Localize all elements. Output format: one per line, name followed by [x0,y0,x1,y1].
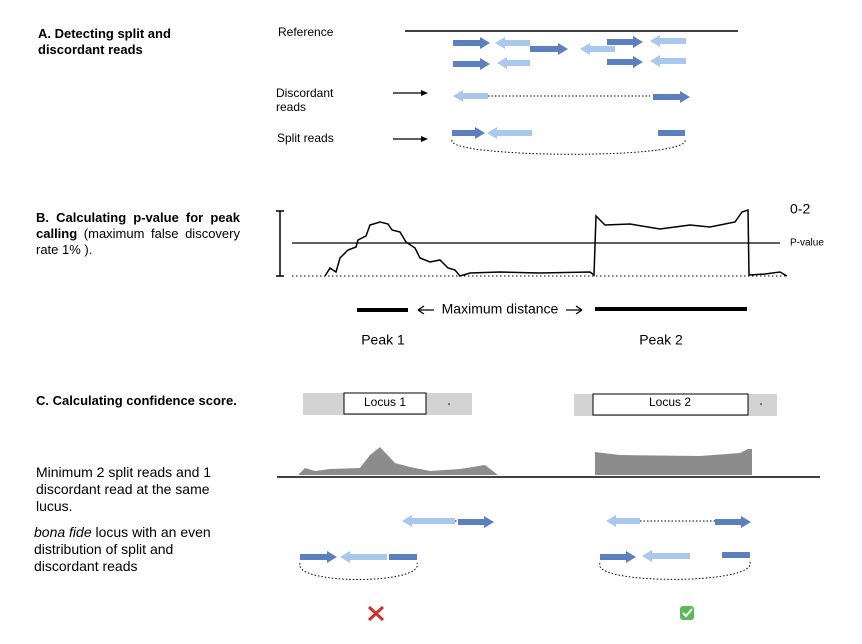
coverage [298,447,498,475]
read-arrow [650,55,686,67]
discordant-label: Discordant reads [276,86,333,114]
read-arrow [453,58,490,70]
scale-label: 0-2 [790,201,810,217]
section-a-title: A. Detecting split and discordant reads [38,26,171,58]
fail-icon [367,605,385,622]
title-line: A. Detecting split and [38,26,171,41]
locus-box [343,392,427,415]
read-arrow [530,43,568,55]
pass-icon [680,606,694,620]
title-line: discordant reads [38,42,143,57]
read-arrow [402,515,455,527]
dot [448,403,450,405]
dot [760,403,762,405]
coverage [595,449,752,475]
read-arrow [453,90,488,102]
read-arrow [453,37,490,49]
read-segment [658,130,685,136]
pointer-head [421,136,428,142]
title-rest: (maximum false discovery rate 1% ). [36,226,240,257]
read-segment [389,554,417,560]
peak-label: Peak 2 [639,332,683,348]
peak-label: Peak 1 [361,332,405,348]
read-arrow [340,551,387,563]
read-arrow [650,35,686,47]
read-arrow [607,56,643,68]
read-arrow [580,43,615,55]
split-label: Split reads [277,131,334,145]
read-arrow [497,57,530,69]
read-arrow [606,515,640,527]
split-link [451,139,686,155]
criterion-italic: bona fide [34,524,92,540]
read-arrow [600,551,636,563]
locus-label: Locus 2 [649,395,691,409]
locus-label: Locus 1 [364,395,406,409]
read-segment [722,552,750,558]
read-arrow [300,551,337,563]
read-arrow [487,127,532,139]
criterion-rest: locus with an even distribution of split… [34,524,211,574]
section-b-title: B. Calculating p-value for peak calling … [36,210,240,258]
section-c-title: C. Calculating confidence score. [36,393,237,408]
read-arrow [653,91,690,103]
distance-arrows [417,305,583,315]
read-arrow [452,127,485,139]
distance-label: Maximum distance [442,301,559,317]
criterion: Minimum 2 split reads and 1 discordant r… [36,464,212,514]
criterion: bona fide locus with an even distributio… [34,524,234,575]
label-line: Discordant [276,86,334,100]
read-arrow [715,516,751,528]
split-link [299,562,418,580]
label-line: reads [276,100,307,114]
reference-label: Reference [278,25,334,39]
read-arrow [642,550,690,562]
signal-trace [324,208,788,277]
title-bold: B. Calculating p-value for peak calling [36,210,240,241]
read-arrow [607,36,643,48]
read-arrow [458,516,494,528]
locus-box [592,393,749,416]
pointer-head [421,90,428,96]
split-link [599,561,751,580]
pass-check [682,608,693,618]
threshold-label: P-value [790,238,824,249]
read-arrow [495,37,530,49]
